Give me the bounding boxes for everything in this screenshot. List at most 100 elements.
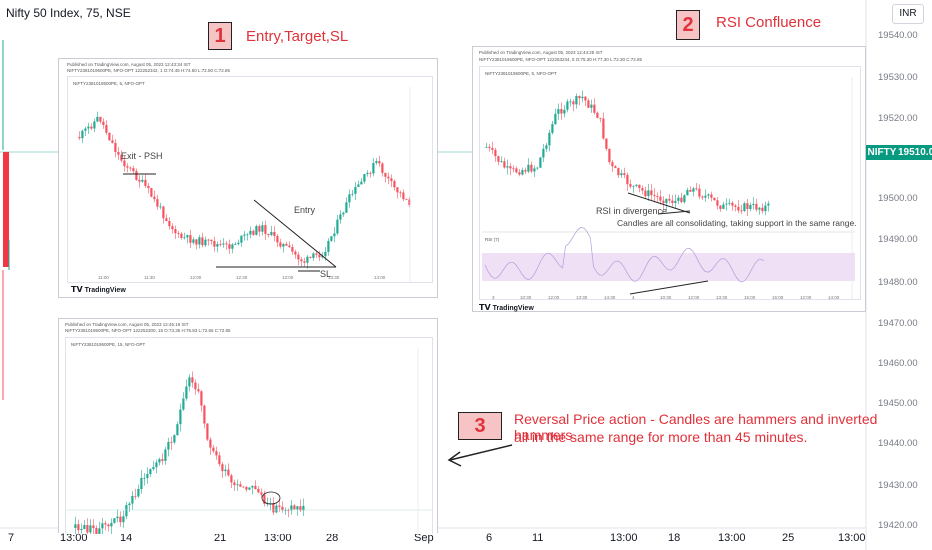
candle-body xyxy=(731,202,734,206)
candle-body xyxy=(707,194,710,196)
candle-body xyxy=(494,149,497,157)
panel1-inner-title: NIFTY2381019500PE, 5, NFO-OPT xyxy=(73,81,145,86)
candle-body xyxy=(78,137,81,139)
panel2-published: Published on TradingView.com, August 05,… xyxy=(479,50,603,55)
candle-body xyxy=(204,239,207,246)
panel2-x-label: 12:00 xyxy=(688,295,700,299)
candle-body xyxy=(578,96,581,99)
candle-body xyxy=(105,125,108,133)
candle-body xyxy=(255,226,258,235)
candle-body xyxy=(722,204,725,209)
candle-body xyxy=(168,220,171,227)
candle-body xyxy=(644,190,647,197)
candle-body xyxy=(152,467,155,470)
left-edge-red-bar xyxy=(3,152,9,267)
panel2-x-label: 14:00 xyxy=(828,295,840,299)
panel2-x-label: 14:30 xyxy=(604,295,616,299)
candle-body xyxy=(276,235,279,243)
panel1-x-label: 12:30 xyxy=(236,275,248,280)
candle-body xyxy=(279,242,282,247)
candle-body xyxy=(129,167,132,169)
candle-body xyxy=(119,516,122,523)
candle-body xyxy=(285,243,288,246)
candle-body xyxy=(324,251,327,257)
candle-body xyxy=(131,495,134,504)
candle-body xyxy=(269,503,272,504)
candle-body xyxy=(617,168,620,176)
candle-body xyxy=(234,244,237,245)
candle-body xyxy=(539,157,542,168)
candle-body xyxy=(242,486,245,488)
annotation-3-line1: Reversal Price action - Candles are hamm… xyxy=(514,411,878,443)
annotation-2-text: RSI Confluence xyxy=(716,14,822,31)
price-axis-label: 19540.00 xyxy=(878,30,918,41)
candle-body xyxy=(137,488,140,497)
candle-body xyxy=(749,204,752,210)
panel3-symbol-line: NIFTY2381019500PE, NFO-OPT 122252300, 15… xyxy=(65,328,231,333)
candle-body xyxy=(111,140,114,143)
annotation-3-number: 3 xyxy=(458,412,502,440)
candle-body xyxy=(74,524,77,528)
candle-body xyxy=(212,447,215,452)
candle-body xyxy=(252,230,255,235)
symbol-title[interactable]: Nifty 50 Index, 75, NSE xyxy=(6,6,131,20)
price-axis-label: 19470.00 xyxy=(878,318,918,329)
candle-body xyxy=(228,244,231,249)
rsi-divergence-label: RSI in divergence xyxy=(596,206,668,216)
candle-body xyxy=(728,202,731,204)
price-axis-label: 19440.00 xyxy=(878,438,918,449)
currency-button[interactable]: INR xyxy=(892,4,924,24)
candle-body xyxy=(165,218,168,221)
screenshot-panel-1: Published on TradingView.com, August 05,… xyxy=(58,58,438,298)
candle-body xyxy=(222,243,225,245)
candle-body xyxy=(608,148,611,163)
panel2-tradingview-logo: 𝗧𝗩 TradingView xyxy=(479,303,534,312)
candle-body xyxy=(566,101,569,110)
candle-body xyxy=(302,505,305,511)
candle-body xyxy=(99,116,102,122)
candle-body xyxy=(189,235,192,243)
panel2-x-label: 4 xyxy=(632,295,635,299)
candle-body xyxy=(158,459,161,463)
candle-body xyxy=(500,161,503,163)
candle-body xyxy=(611,162,614,167)
candle-body xyxy=(278,505,281,507)
panel1-footer-text: TradingView xyxy=(84,287,126,294)
candle-body xyxy=(599,117,602,119)
candle-body xyxy=(378,161,381,164)
candle-body xyxy=(677,197,680,201)
candle-body xyxy=(345,202,348,213)
candle-body xyxy=(203,405,206,424)
candle-body xyxy=(267,233,270,236)
price-axis-label: 19460.00 xyxy=(878,358,918,369)
candle-body xyxy=(515,168,518,173)
candle-body xyxy=(173,435,176,443)
resistance-trendline xyxy=(253,199,337,268)
candle-body xyxy=(300,259,303,262)
panel1-candles: 11:00 11:30 12:00 12:30 13:00 13:30 14:00 xyxy=(78,87,411,282)
candle-body xyxy=(101,523,104,529)
reversal-zone-ellipse xyxy=(261,491,281,505)
candle-body xyxy=(174,229,177,234)
candle-body xyxy=(288,245,291,248)
candle-body xyxy=(254,485,257,490)
candle-body xyxy=(180,233,183,238)
candle-body xyxy=(156,199,159,207)
panel1-x-label: 13:00 xyxy=(282,275,294,280)
screenshot-panel-3: Published on TradingView.com, August 05,… xyxy=(58,318,438,534)
candle-body xyxy=(110,522,113,527)
panel2-symbol-line: NIFTY2381019500PE, NFO-OPT 122253234, 5 … xyxy=(479,57,643,62)
candle-body xyxy=(198,237,201,245)
candle-body xyxy=(488,146,491,149)
candle-body xyxy=(183,237,186,239)
candle-body xyxy=(321,256,324,258)
annotation-3-line2: all in the same range for more than 45 m… xyxy=(514,429,808,445)
candle-body xyxy=(197,389,200,392)
candle-body xyxy=(218,455,221,465)
candle-body xyxy=(686,189,689,196)
rsi-line xyxy=(484,226,765,283)
candle-body xyxy=(695,188,698,190)
candle-body xyxy=(96,116,99,122)
candle-body xyxy=(752,203,755,205)
candle-body xyxy=(144,179,147,186)
